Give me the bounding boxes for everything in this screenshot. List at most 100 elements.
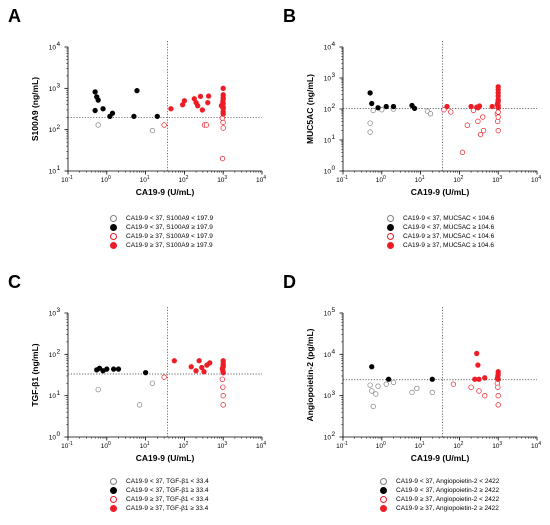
- data-point: [448, 109, 454, 115]
- data-point: [203, 122, 210, 128]
- legend-marker: [380, 496, 387, 503]
- y-tick-label: 10: [324, 107, 332, 114]
- data-point: [207, 360, 213, 366]
- data-point: [367, 90, 373, 96]
- x-axis-title: CA19-9 (U/mL): [136, 187, 195, 197]
- legend-item: CA19-9 < 37, TGF-β1 ≥ 33.4: [110, 486, 209, 495]
- legend-label: CA19-9 ≥ 37, TGF-β1 ≥ 33.4: [126, 505, 209, 512]
- x-tick-label: 103: [492, 175, 502, 184]
- data-point: [464, 122, 470, 128]
- data-point: [142, 370, 149, 376]
- data-point: [220, 362, 226, 368]
- data-point: [385, 376, 392, 382]
- y-tick-exponent: 3: [332, 390, 336, 397]
- x-tick-label: 10-1: [336, 175, 348, 184]
- data-point: [95, 97, 101, 103]
- legend: CA19-9 < 37, MUC5AC < 104.6 CA19-9 < 37, …: [387, 214, 494, 250]
- data-point: [100, 106, 106, 112]
- data-point: [115, 366, 122, 372]
- legend-label: CA19-9 < 37, MUC5AC < 104.6: [403, 215, 495, 222]
- legend-item: CA19-9 < 37, S100A9 < 197.9: [110, 214, 213, 223]
- x-tick-label: 10-1: [61, 175, 73, 184]
- data-point: [375, 383, 381, 389]
- data-point: [390, 103, 397, 110]
- data-point: [92, 107, 98, 114]
- data-point: [220, 106, 226, 112]
- x-tick-label: 102: [453, 441, 463, 450]
- x-tick-label: 100: [376, 175, 386, 184]
- panel-d: D 10-1 100 101 102 103 104 10 2 10 3 10 4 10 5 CA19-9 …: [275, 266, 550, 525]
- x-tick-label: 100: [101, 441, 111, 450]
- panel-b: B 10-1 100 101 102 103 104 10 0 10 1 10 2 10 3 10 4 CA19…: [275, 0, 550, 259]
- data-point: [495, 376, 501, 382]
- y-tick-exponent: 2: [57, 124, 61, 131]
- legend-label: CA19-9 ≥ 37, Angiopoietin-2 ≥ 2422: [396, 505, 499, 512]
- legend-item: CA19-9 < 37, TGF-β1 < 33.4: [110, 477, 209, 486]
- legend-marker: [380, 487, 387, 494]
- y-tick-label: 10: [324, 352, 332, 359]
- panel-label: B: [283, 6, 296, 26]
- data-point: [475, 362, 481, 368]
- data-point: [154, 113, 160, 119]
- data-point: [375, 105, 381, 111]
- y-tick-label: 10: [324, 435, 332, 442]
- data-point: [161, 374, 167, 380]
- data-point: [475, 118, 481, 124]
- legend-item: CA19-9 ≥ 37, TGF-β1 ≥ 33.4: [110, 504, 209, 513]
- data-point: [470, 107, 477, 114]
- data-point: [220, 92, 226, 98]
- data-point: [495, 84, 501, 90]
- data-point: [495, 109, 501, 115]
- legend-marker: [110, 496, 117, 503]
- legend-label: CA19-9 ≥ 37, MUC5AC ≥ 104.6: [403, 242, 494, 249]
- panel-a: A 10-1 100 101 102 103 104 10 1 10 2 10 3 10 4 CA19-9 …: [0, 0, 275, 259]
- data-point: [205, 100, 211, 106]
- y-tick-exponent: 1: [57, 165, 61, 172]
- x-tick-label: 101: [140, 175, 150, 184]
- x-tick-label: 102: [453, 175, 463, 184]
- data-point: [367, 129, 373, 135]
- data-point: [95, 386, 101, 393]
- data-point: [219, 115, 225, 121]
- legend-item: CA19-9 < 37, MUC5AC < 104.6: [387, 214, 494, 223]
- y-tick-label: 10: [324, 169, 332, 176]
- x-tick-label: 104: [531, 441, 541, 450]
- y-tick-exponent: 4: [57, 41, 61, 48]
- data-point: [495, 114, 501, 120]
- data-point: [171, 358, 177, 364]
- y-tick-label: 10: [49, 393, 57, 400]
- y-tick-label: 10: [324, 45, 332, 52]
- y-tick-label: 10: [49, 86, 57, 93]
- data-point: [414, 385, 420, 392]
- legend-marker: [110, 478, 117, 485]
- x-tick-label: 103: [217, 441, 227, 450]
- legend-label: CA19-9 < 37, Angiopoietin-2 ≥ 2422: [396, 487, 500, 494]
- data-point: [495, 402, 501, 408]
- y-tick-label: 10: [49, 352, 57, 359]
- legend-marker: [387, 233, 394, 240]
- data-point: [459, 149, 466, 155]
- y-tick-exponent: 3: [57, 83, 61, 90]
- y-tick-label: 10: [324, 138, 332, 145]
- data-point: [220, 100, 226, 107]
- y-tick-label: 10: [49, 435, 57, 442]
- data-point: [195, 103, 201, 109]
- x-tick-label: 103: [492, 441, 502, 450]
- data-point: [480, 128, 487, 134]
- data-point: [429, 376, 435, 382]
- data-point: [92, 89, 98, 95]
- data-point: [370, 403, 376, 410]
- legend-label: CA19-9 < 37, TGF-β1 < 33.4: [126, 478, 209, 485]
- x-tick-label: 101: [140, 441, 150, 450]
- data-point: [373, 391, 379, 397]
- y-tick-label: 10: [324, 76, 332, 83]
- data-point: [136, 402, 143, 408]
- data-point: [181, 98, 188, 104]
- x-axis-title: CA19-9 (U/mL): [136, 453, 195, 463]
- x-tick-label: 10-1: [61, 441, 73, 450]
- legend-item: CA19-9 < 37, Angiopoietin-2 < 2422: [380, 477, 499, 486]
- y-tick-exponent: 0: [57, 431, 61, 438]
- y-tick-exponent: 1: [332, 134, 336, 141]
